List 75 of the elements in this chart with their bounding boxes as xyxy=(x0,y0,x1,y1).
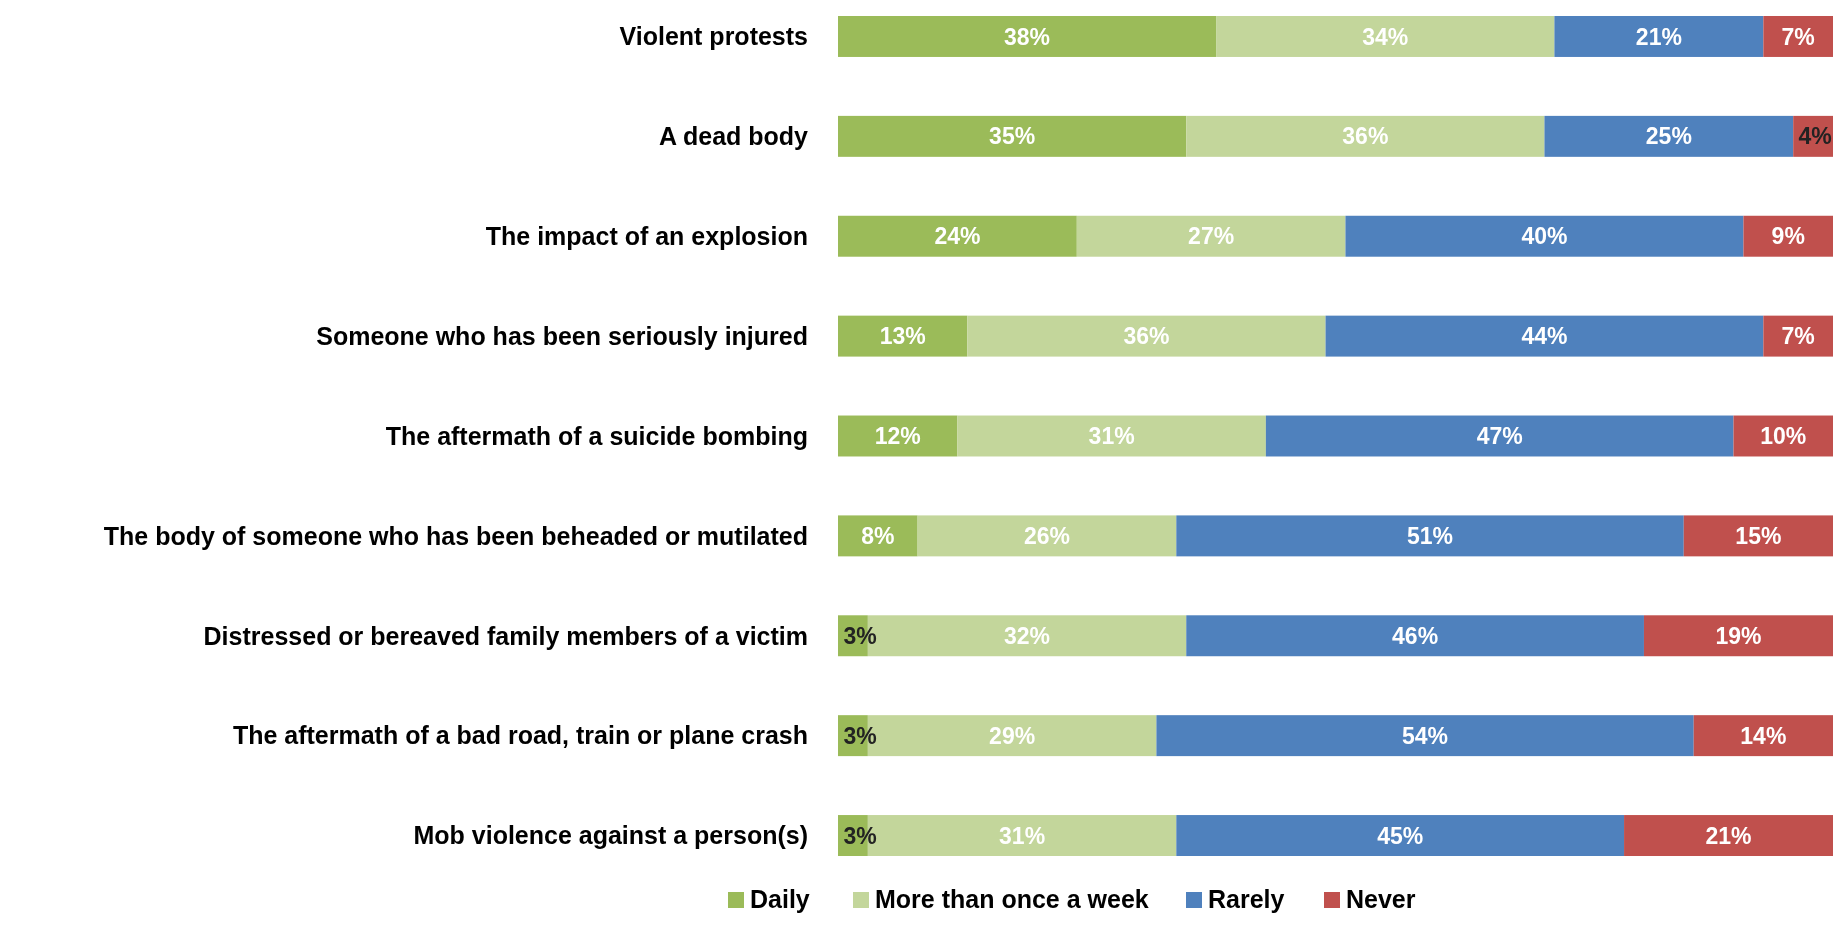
data-label: 46% xyxy=(1392,622,1439,649)
data-label: 26% xyxy=(1023,522,1070,549)
y-tick-label: Violent protests xyxy=(619,22,808,51)
data-label: 10% xyxy=(1760,423,1807,450)
data-label: 34% xyxy=(1362,23,1409,50)
legend-label: Daily xyxy=(750,885,810,913)
data-label: 29% xyxy=(989,722,1036,749)
bar xyxy=(838,16,1217,57)
bar xyxy=(917,515,1177,557)
bar xyxy=(967,315,1326,357)
data-label: 38% xyxy=(1004,23,1051,50)
y-tick-label: Mob violence against a person(s) xyxy=(413,821,808,850)
y-tick-label: A dead body xyxy=(658,122,809,151)
bar xyxy=(1683,515,1833,557)
data-label: 9% xyxy=(1771,223,1805,250)
bar xyxy=(838,315,968,357)
legend-label: Never xyxy=(1346,885,1416,913)
data-label: 7% xyxy=(1781,23,1815,50)
data-label: 54% xyxy=(1402,722,1449,749)
data-label: 36% xyxy=(1123,323,1170,350)
bar xyxy=(1076,215,1346,257)
data-label: 3% xyxy=(843,722,877,749)
y-tick-label: Distressed or bereaved family members of a victim xyxy=(203,621,808,650)
data-label: 3% xyxy=(843,822,877,849)
y-tick-label: Someone who has been seriously injured xyxy=(316,321,808,350)
data-label: 14% xyxy=(1740,722,1787,749)
data-label: 19% xyxy=(1715,622,1762,649)
bar xyxy=(1643,615,1833,657)
data-label: 27% xyxy=(1188,223,1235,250)
data-label: 13% xyxy=(879,323,926,350)
legend-label: More than once a week xyxy=(875,885,1149,913)
bar xyxy=(957,415,1266,457)
data-label: 51% xyxy=(1407,522,1454,549)
legend-label: Rarely xyxy=(1208,885,1285,913)
y-tick-label: The aftermath of a bad road, train or plane crash xyxy=(232,721,808,750)
data-label: 4% xyxy=(1798,123,1832,150)
bar xyxy=(1743,215,1833,257)
bar xyxy=(838,215,1077,257)
y-tick-label: The impact of an explosion xyxy=(485,221,808,250)
data-label: 21% xyxy=(1635,23,1682,50)
data-label: 24% xyxy=(934,223,981,250)
data-label: 35% xyxy=(989,123,1036,150)
data-label: 31% xyxy=(1088,423,1135,450)
data-label: 44% xyxy=(1521,323,1568,350)
bar xyxy=(838,115,1187,157)
data-label: 32% xyxy=(1004,622,1051,649)
bar xyxy=(1624,815,1833,856)
data-label: 31% xyxy=(999,822,1046,849)
bar xyxy=(1763,16,1833,57)
data-label: 47% xyxy=(1476,423,1523,450)
bar xyxy=(1176,515,1684,557)
data-label: 12% xyxy=(874,423,921,450)
bar xyxy=(1693,715,1833,757)
bar xyxy=(1186,615,1644,657)
bar xyxy=(1345,215,1744,257)
data-label: 7% xyxy=(1781,323,1815,350)
data-label: 8% xyxy=(861,522,895,549)
data-label: 15% xyxy=(1735,522,1782,549)
bar xyxy=(1186,115,1545,157)
bar xyxy=(1156,715,1694,757)
bar xyxy=(1216,16,1555,57)
bar xyxy=(1763,315,1833,357)
data-label: 40% xyxy=(1521,223,1568,250)
data-label: 21% xyxy=(1705,822,1752,849)
data-label: 36% xyxy=(1342,123,1389,150)
bar xyxy=(1325,315,1764,357)
bar xyxy=(1554,16,1764,57)
data-label: 25% xyxy=(1645,123,1692,150)
bar xyxy=(1176,815,1625,856)
data-label: 45% xyxy=(1377,822,1424,849)
bar xyxy=(1265,415,1734,457)
data-label: 3% xyxy=(843,622,877,649)
bar xyxy=(1544,115,1794,157)
y-tick-label: The body of someone who has been beheaded or mutilated xyxy=(103,521,808,550)
y-tick-label: The aftermath of a suicide bombing xyxy=(385,421,808,450)
